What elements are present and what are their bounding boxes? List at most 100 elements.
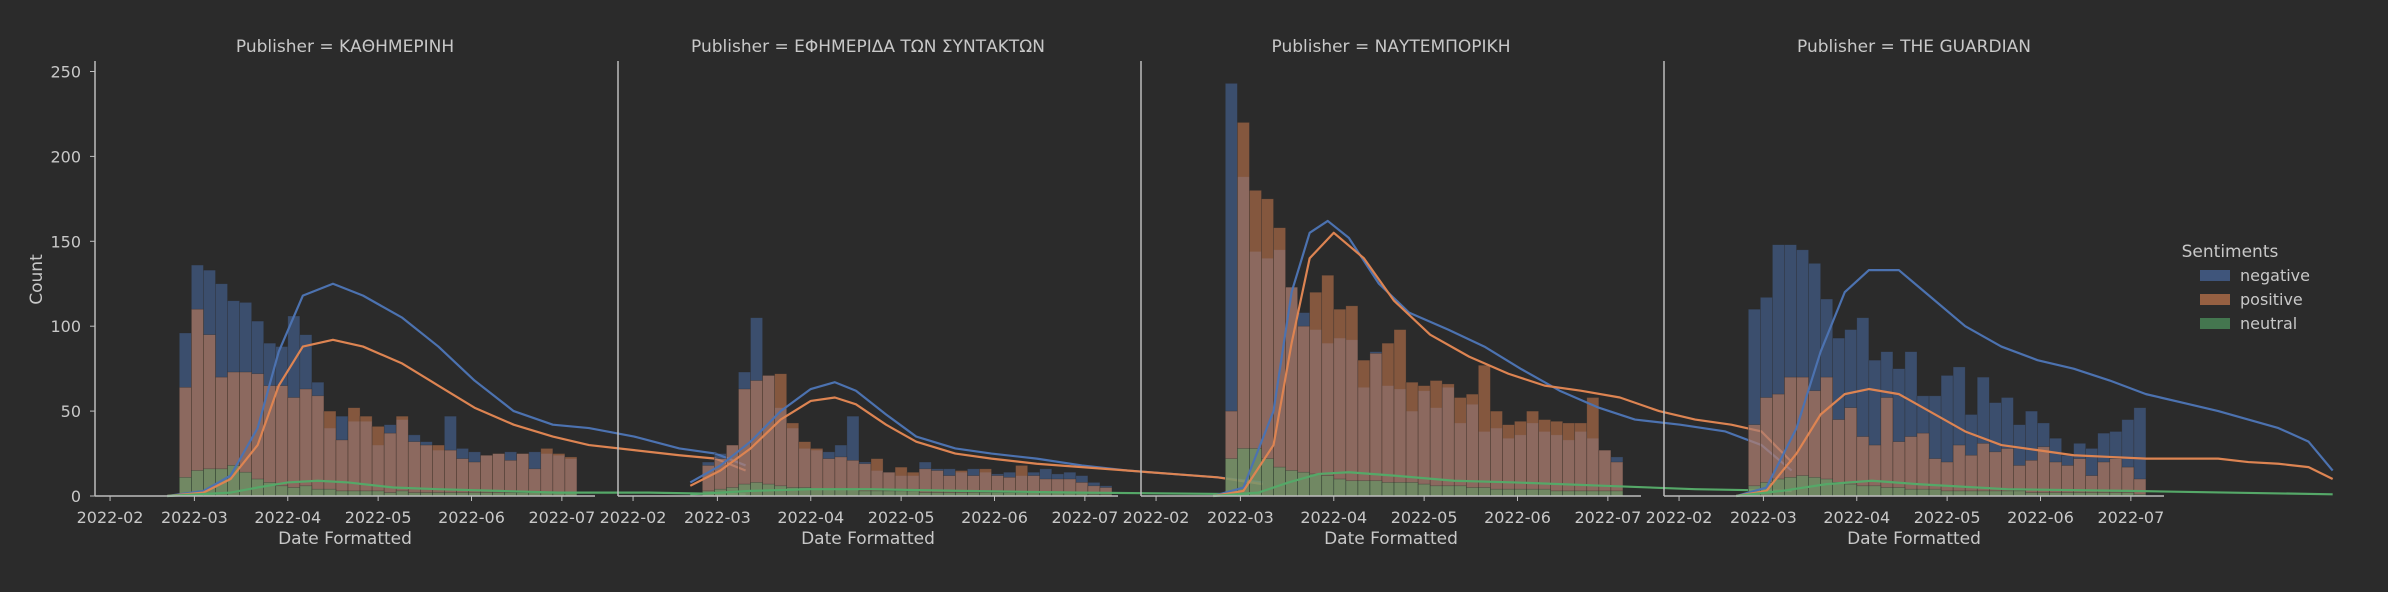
bar-neutral <box>1916 488 1930 497</box>
bar-positive <box>1820 376 1833 497</box>
x-tick-label: 2022-04 <box>1823 508 1890 527</box>
x-tick-label: 2022-06 <box>438 508 505 527</box>
bar-neutral <box>347 490 361 497</box>
panel-title: Publisher = ΕΦΗΜΕΡΙΔΑ ΤΩΝ ΣΥΝΤΑΚΤΩΝ <box>691 37 1045 57</box>
bar-neutral <box>1610 490 1624 497</box>
kde-line-positive <box>1213 231 1793 498</box>
bar-neutral <box>894 490 908 497</box>
y-tick-label: 200 <box>50 147 81 166</box>
bar-neutral <box>395 490 409 497</box>
bar-positive <box>1964 454 1978 497</box>
bar-neutral <box>882 490 896 497</box>
bar-neutral <box>1586 490 1600 497</box>
bar-neutral <box>275 485 289 497</box>
facet-panel-1: Publisher = ΚΑΘΗΜΕΡΙΝΗ 2022-02 2022-03 2022… <box>27 37 747 549</box>
bar-neutral <box>750 482 763 497</box>
facet-panel-2: Publisher = ΕΦΗΜΕΡΙΔΑ ΤΩΝ ΣΥΝΤΑΚΤΩΝ 2022-… <box>600 37 1263 549</box>
bar-positive <box>1297 325 1310 497</box>
bar-positive <box>2061 465 2074 497</box>
y-tick-label: 50 <box>61 402 81 421</box>
bar-neutral <box>1952 490 1966 497</box>
kde-line-neutral <box>167 479 746 498</box>
y-tick-label: 150 <box>50 232 81 251</box>
legend-label-negative: negative <box>2240 266 2310 285</box>
legend-title: Sentiments <box>2182 242 2279 262</box>
bar-positive <box>552 453 566 497</box>
bar-positive <box>516 453 530 497</box>
x-tick-label: 2022-07 <box>528 508 595 527</box>
bar-positive <box>1381 342 1395 497</box>
bar-positive <box>299 388 313 497</box>
y-tick-label: 100 <box>50 317 81 336</box>
bar-neutral <box>1393 482 1407 497</box>
legend-label-positive: positive <box>2240 290 2303 309</box>
panel-title: Publisher = ΚΑΘΗΜΕΡΙΝΗ <box>236 37 454 57</box>
bar-neutral <box>1844 483 1858 497</box>
y-axis-label: Count <box>27 254 47 305</box>
bar-positive <box>275 385 289 497</box>
bar-positive <box>323 410 337 497</box>
bar-neutral <box>323 488 337 497</box>
bar-neutral <box>359 490 373 497</box>
bar-neutral <box>239 471 252 497</box>
bar-neutral <box>1273 466 1286 497</box>
x-axis-label: Date Formatted <box>801 529 935 549</box>
x-tick-label: 2022-06 <box>1484 508 1551 527</box>
bar-neutral <box>1502 488 1515 497</box>
bar-neutral <box>1796 475 1809 497</box>
bar-positive <box>191 308 204 497</box>
x-tick-label: 2022-02 <box>600 508 667 527</box>
legend-swatch-neutral <box>2200 318 2230 329</box>
x-tick-label: 2022-05 <box>868 508 935 527</box>
bar-neutral <box>1369 480 1383 497</box>
kde-line-neutral <box>1736 479 2333 498</box>
bar-neutral <box>906 490 920 497</box>
bar-positive <box>1357 359 1371 497</box>
bars-neutral <box>1225 448 1624 497</box>
bar-neutral <box>1868 485 1882 497</box>
bar-positive <box>1237 122 1250 497</box>
bar-neutral <box>335 490 349 497</box>
bar-positive <box>1952 444 1966 497</box>
x-tick-label: 2022-05 <box>345 508 412 527</box>
x-tick-label: 2022-04 <box>254 508 321 527</box>
bar-neutral <box>1538 488 1551 497</box>
x-axis-label: Date Formatted <box>1847 529 1981 549</box>
bar-neutral <box>1904 488 1918 497</box>
bar-positive <box>1309 291 1323 497</box>
bar-positive <box>564 456 578 497</box>
bar-positive <box>1514 420 1527 497</box>
bar-positive <box>1393 329 1407 497</box>
x-tick-label: 2022-05 <box>1914 508 1981 527</box>
bar-neutral <box>1880 487 1894 497</box>
bar-positive <box>1490 410 1503 497</box>
bar-neutral <box>1478 487 1491 497</box>
bar-neutral <box>2013 490 2026 497</box>
bar-neutral <box>1526 488 1539 497</box>
bar-positive <box>774 373 787 497</box>
bar-neutral <box>1429 485 1443 497</box>
bar-neutral <box>287 487 301 497</box>
y-tick-label: 250 <box>50 62 81 81</box>
bar-neutral <box>1417 483 1431 497</box>
x-tick-label: 2022-06 <box>2007 508 2074 527</box>
bar-neutral <box>1514 488 1527 497</box>
bar-neutral <box>1453 485 1467 497</box>
bars-positive <box>1225 122 1624 497</box>
y-tick-label: 0 <box>71 487 81 506</box>
bar-neutral <box>371 490 385 497</box>
bar-neutral <box>858 490 872 497</box>
bar-positive <box>1261 198 1274 497</box>
x-axis-label: Date Formatted <box>278 529 412 549</box>
bar-positive <box>1904 436 1918 497</box>
bar-neutral <box>1989 490 2002 497</box>
bar-neutral <box>1297 471 1310 497</box>
x-tick-label: 2022-03 <box>1730 508 1797 527</box>
x-tick-label: 2022-03 <box>161 508 228 527</box>
kde-line-neutral <box>1213 471 1792 498</box>
bar-neutral <box>311 488 325 497</box>
x-tick-label: 2022-04 <box>777 508 844 527</box>
legend-swatch-negative <box>2200 270 2230 281</box>
facet-panel-3: Publisher = ΝΑΥΤΕΜΠΟΡΙΚΗ 2022-02 2022-03 20… <box>1123 37 1793 549</box>
